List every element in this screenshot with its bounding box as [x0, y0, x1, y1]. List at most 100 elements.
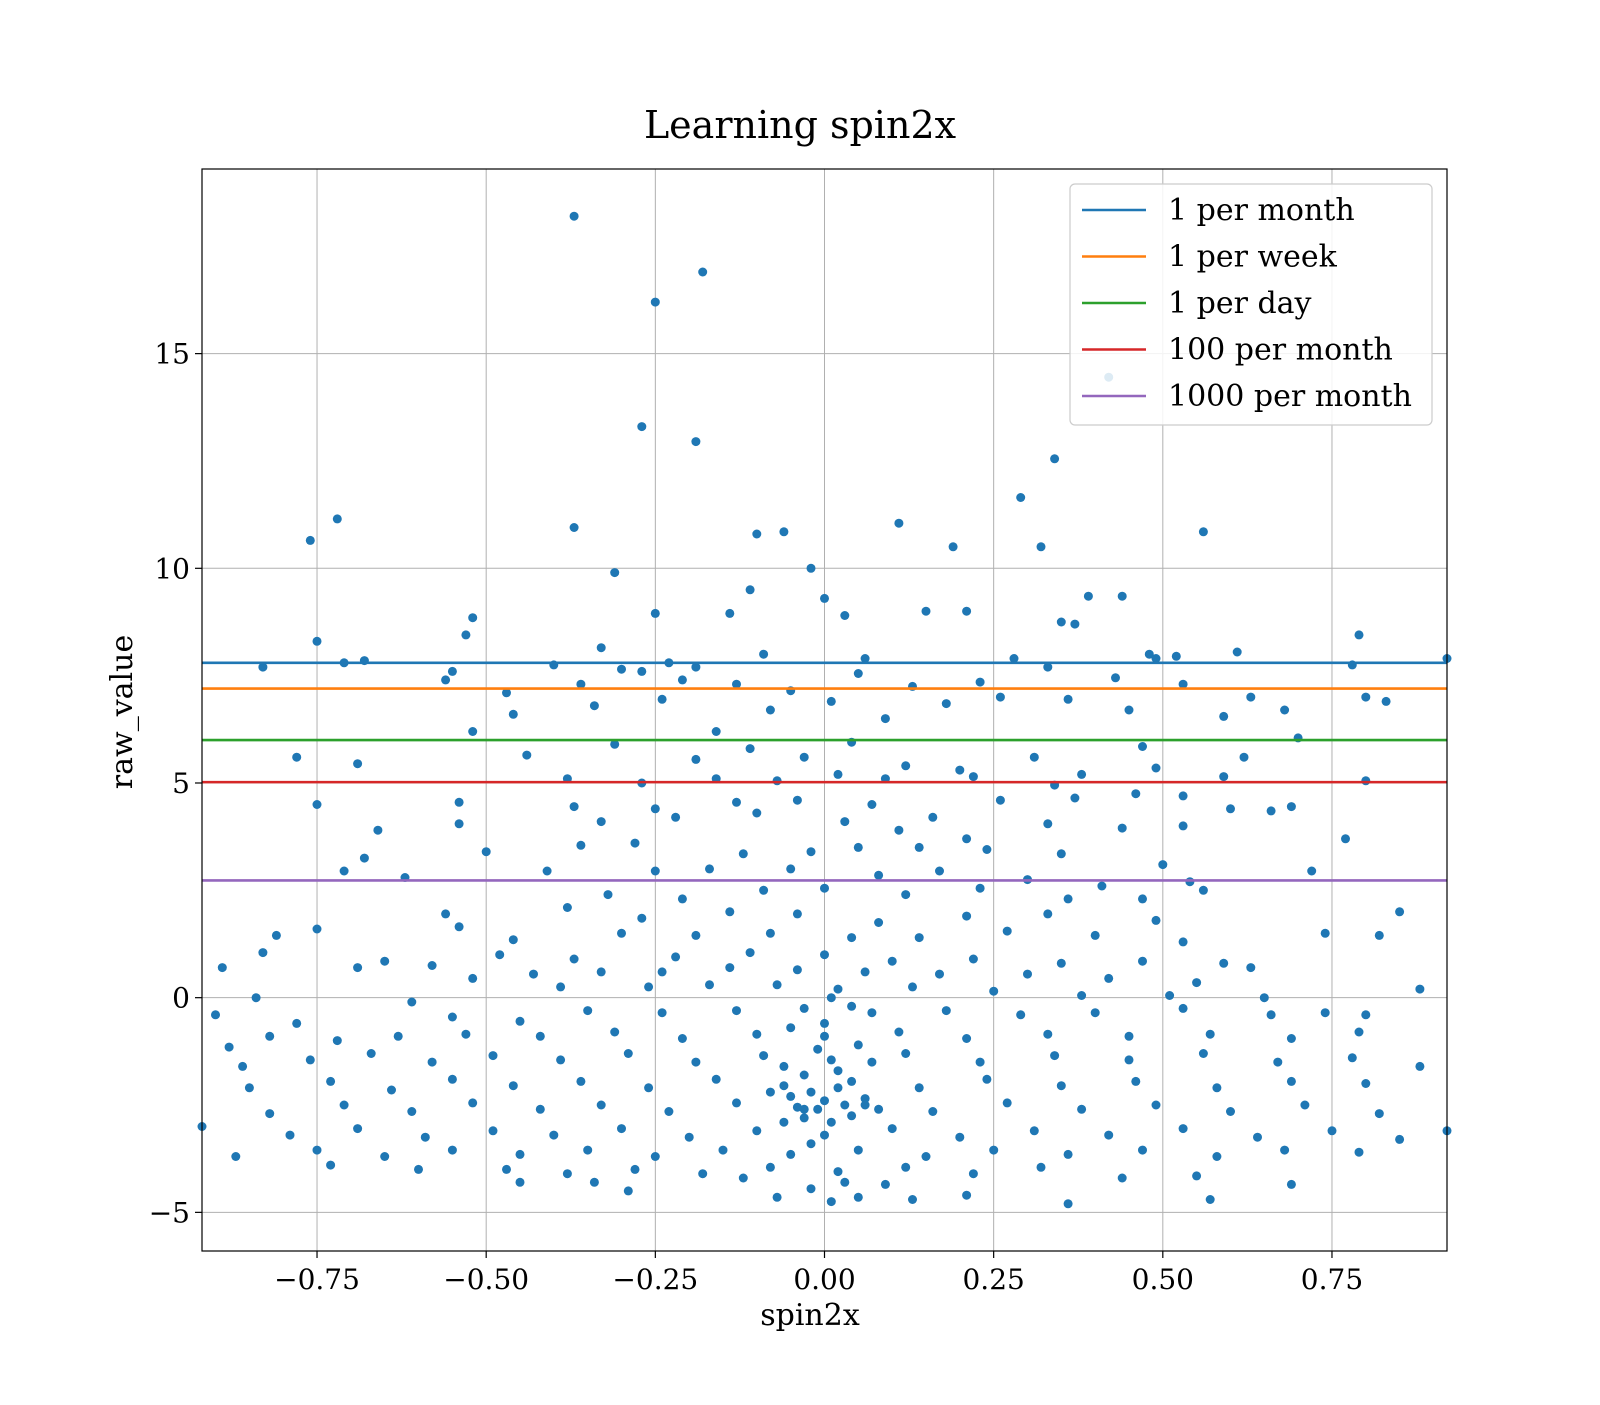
data-point [292, 1018, 302, 1028]
data-point [732, 1006, 741, 1016]
data-point [806, 1184, 816, 1194]
x-tick-label: 0.50 [1132, 1263, 1194, 1296]
data-point [1070, 619, 1080, 629]
data-point [1286, 1076, 1296, 1086]
data-point [860, 967, 870, 977]
data-point [1354, 1027, 1364, 1037]
data-point [799, 1070, 809, 1080]
data-point [853, 669, 863, 678]
data-point [995, 795, 1005, 805]
data-point [353, 759, 363, 769]
x-tick-label: −0.25 [612, 1263, 698, 1296]
data-point [1361, 1079, 1371, 1088]
data-point [935, 969, 944, 979]
data-point [1117, 823, 1127, 833]
data-point [1138, 894, 1147, 904]
data-point [1029, 1126, 1039, 1136]
data-point [968, 1169, 978, 1179]
data-point [725, 907, 735, 917]
data-point [610, 739, 620, 749]
data-point [495, 950, 505, 960]
data-point [1226, 804, 1235, 814]
data-point [1002, 926, 1012, 936]
data-point [650, 866, 660, 876]
data-point [921, 1152, 931, 1161]
data-point [380, 956, 390, 966]
data-point [1192, 978, 1202, 988]
data-point [826, 993, 836, 1003]
data-point [285, 1130, 295, 1140]
data-point [373, 825, 383, 835]
data-point [353, 1124, 363, 1134]
data-point [508, 935, 518, 945]
data-point [867, 800, 877, 809]
data-point [691, 662, 701, 672]
data-point [786, 864, 796, 874]
data-point [820, 1018, 829, 1028]
data-point [312, 636, 322, 646]
legend-label: 100 per month [1168, 333, 1393, 368]
data-point [1117, 1173, 1127, 1183]
data-point [468, 613, 478, 623]
data-point [894, 825, 904, 835]
data-point [596, 643, 606, 653]
data-point [414, 1164, 423, 1174]
x-tick-label: −0.75 [274, 1263, 360, 1296]
data-point [1212, 1083, 1222, 1093]
data-point [1090, 930, 1100, 940]
data-point [1124, 1031, 1134, 1041]
data-point [1077, 991, 1087, 1000]
data-point [826, 1055, 836, 1065]
data-point [583, 1006, 593, 1016]
data-point [502, 1164, 511, 1174]
data-point [982, 845, 992, 854]
data-point [441, 909, 451, 919]
data-point [305, 535, 315, 545]
data-point [799, 1104, 809, 1114]
data-point [454, 797, 464, 807]
data-point [1063, 1199, 1073, 1209]
data-point [677, 1034, 687, 1043]
data-point [1327, 1126, 1337, 1136]
data-point [1124, 1055, 1134, 1065]
data-point [962, 834, 972, 844]
data-point [1050, 1051, 1060, 1061]
data-point [1381, 696, 1391, 706]
data-point [1165, 991, 1175, 1000]
data-point [515, 1177, 525, 1187]
data-point [853, 1145, 863, 1155]
data-point [806, 1139, 816, 1149]
data-point [650, 297, 660, 307]
data-point [705, 864, 714, 874]
data-point [765, 1087, 775, 1097]
data-point [535, 1104, 545, 1114]
data-point [1016, 1010, 1026, 1020]
data-point [481, 847, 491, 857]
data-point [549, 1130, 559, 1140]
data-point [772, 980, 782, 990]
data-point [569, 954, 579, 964]
data-point [576, 679, 586, 689]
data-point [772, 1192, 782, 1202]
data-point [265, 1031, 275, 1041]
data-point [508, 1081, 518, 1091]
data-point [820, 593, 829, 603]
legend-box [1069, 183, 1433, 426]
data-point [860, 1100, 870, 1110]
data-point [935, 866, 944, 876]
data-point [908, 1195, 917, 1204]
data-point [569, 523, 579, 532]
data-point [1198, 1049, 1208, 1058]
data-point [1205, 1029, 1215, 1039]
data-point [914, 933, 924, 943]
data-point [1300, 1100, 1310, 1110]
data-point [387, 1085, 396, 1095]
data-point [583, 1145, 593, 1155]
data-point [826, 1117, 836, 1127]
data-point [1043, 909, 1053, 919]
data-point [901, 890, 911, 900]
data-point [732, 797, 741, 807]
data-point [1341, 834, 1350, 844]
data-point [1056, 617, 1066, 627]
